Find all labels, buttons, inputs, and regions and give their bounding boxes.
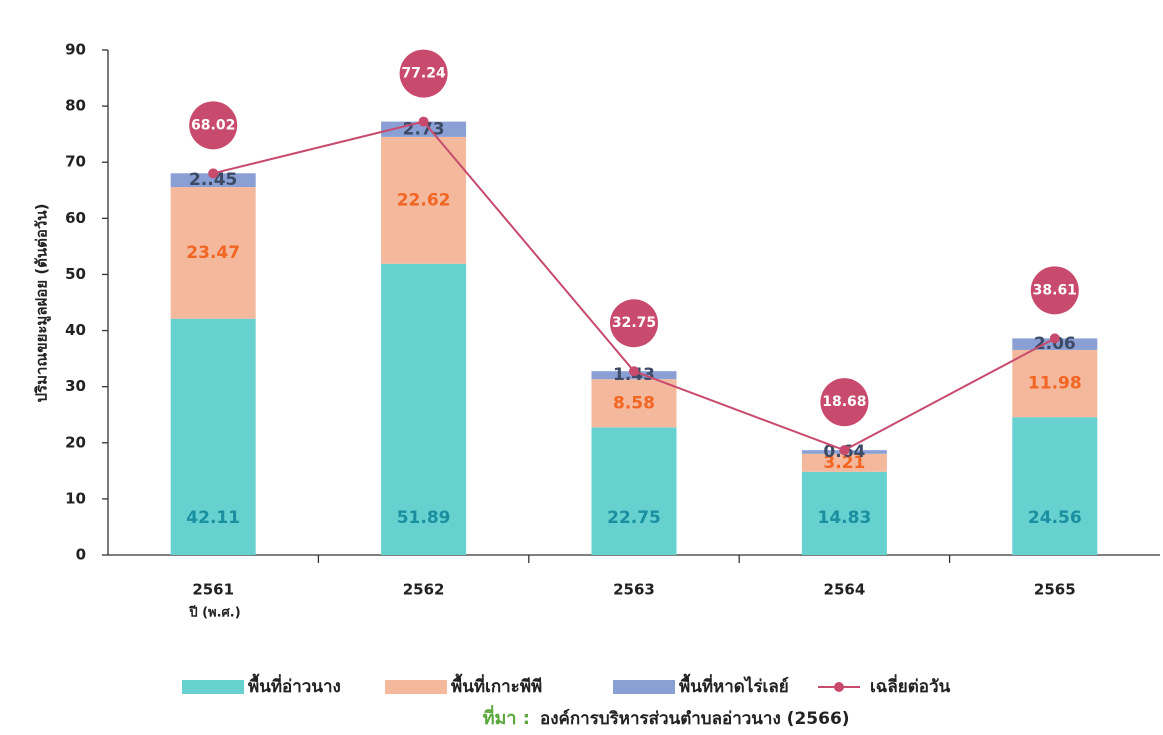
legend-label: เฉลี่ยต่อวัน: [870, 674, 951, 697]
legend-swatch: [182, 680, 244, 694]
bar-segment: [381, 121, 467, 137]
bar-segment: [1012, 338, 1098, 350]
data-label: 32.75: [612, 315, 656, 331]
legend-label: พื้นที่หาดไร่เลย์: [679, 673, 789, 697]
legend-swatch: [834, 682, 844, 692]
bar-segment: [801, 471, 887, 555]
data-label: 14.83: [818, 508, 872, 528]
y-tick-label: 80: [65, 97, 86, 115]
y-tick-label: 50: [65, 265, 86, 283]
data-label: 22.62: [397, 190, 451, 210]
data-label: 2.06: [1034, 334, 1076, 354]
x-tick-label: 2565: [1034, 581, 1076, 599]
data-label: 51.89: [397, 508, 451, 528]
y-axis-label: ปริมาณขยะมูลฝอย (ตันต่อวัน): [33, 204, 52, 403]
data-label: 68.02: [191, 117, 235, 133]
x-tick-label: 2564: [824, 581, 866, 599]
legend-swatch: [385, 680, 447, 694]
y-tick-label: 90: [65, 41, 86, 59]
data-label: 3.21: [823, 453, 865, 473]
y-tick-label: 20: [65, 433, 86, 451]
data-label: 22.75: [607, 508, 661, 528]
data-label: 8.58: [613, 393, 655, 413]
label-badge: [189, 101, 238, 150]
line-point: [1049, 333, 1060, 344]
label-badge: [1030, 266, 1079, 315]
bar-segment: [1012, 349, 1098, 418]
data-label: 23.47: [186, 243, 240, 263]
legend-label: พื้นที่อ่าวนาง: [248, 673, 341, 697]
legend-swatch: [613, 680, 675, 694]
bar-segment: [1012, 417, 1098, 555]
y-tick-label: 30: [65, 377, 86, 395]
label-badge: [820, 378, 869, 427]
x-tick-label: 2563: [613, 581, 655, 599]
y-tick-label: 10: [65, 489, 86, 507]
label-badge: [610, 299, 658, 348]
line-point: [629, 366, 639, 377]
bar-segment: [381, 136, 467, 264]
line-point: [839, 445, 850, 456]
data-label: 18.68: [822, 394, 866, 410]
bar-segment: [591, 427, 677, 555]
y-tick-label: 0: [76, 546, 86, 564]
label-badge: [399, 49, 448, 98]
x-tick-label: 2562: [403, 581, 445, 599]
bar-segment: [170, 318, 256, 555]
data-label: 11.98: [1028, 374, 1082, 394]
bar-segment: [801, 453, 887, 472]
bar-segment: [170, 173, 256, 188]
x-axis-label: ปี (พ.ศ.): [188, 605, 240, 621]
line-point: [208, 168, 219, 179]
y-tick-label: 70: [65, 153, 86, 171]
data-label: 2..45: [189, 170, 237, 190]
data-label: 38.61: [1033, 282, 1077, 298]
bar-segment: [170, 187, 256, 319]
x-tick-label: 2561: [192, 581, 234, 599]
legend-label: พื้นที่เกาะพีพี: [451, 673, 542, 697]
y-tick-label: 40: [65, 321, 86, 339]
data-label: 42.11: [186, 508, 240, 528]
line-point: [418, 116, 429, 127]
data-label: 77.24: [401, 66, 446, 82]
source: องค์การบริหารส่วนตำบลอ่าวนาง (2566): [540, 708, 850, 729]
data-label: 24.56: [1028, 508, 1082, 528]
bar-segment: [381, 263, 467, 555]
source-label: ที่มา :: [483, 705, 530, 729]
y-tick-label: 60: [65, 209, 86, 227]
bar-segment: [591, 379, 677, 428]
